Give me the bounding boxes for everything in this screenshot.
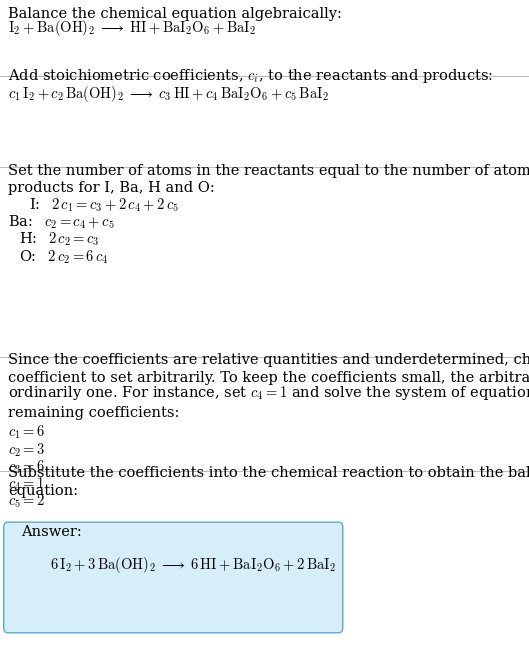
Text: H: $\;\;2\,c_2 = c_3$: H: $\;\;2\,c_2 = c_3$ <box>19 231 99 248</box>
Text: O: $\;\;2\,c_2 = 6\,c_4$: O: $\;\;2\,c_2 = 6\,c_4$ <box>19 248 108 266</box>
Text: ordinarily one. For instance, set $c_4 = 1$ and solve the system of equations fo: ordinarily one. For instance, set $c_4 =… <box>8 384 529 402</box>
Text: Balance the chemical equation algebraically:: Balance the chemical equation algebraica… <box>8 7 342 21</box>
Text: Add stoichiometric coefficients, $c_i$, to the reactants and products:: Add stoichiometric coefficients, $c_i$, … <box>8 67 493 85</box>
Text: Since the coefficients are relative quantities and underdetermined, choose a: Since the coefficients are relative quan… <box>8 353 529 367</box>
Text: Answer:: Answer: <box>21 525 82 539</box>
Text: $c_4 = 1$: $c_4 = 1$ <box>8 476 45 493</box>
Text: $c_1 = 6$: $c_1 = 6$ <box>8 424 45 441</box>
Text: coefficient to set arbitrarily. To keep the coefficients small, the arbitrary va: coefficient to set arbitrarily. To keep … <box>8 371 529 385</box>
Text: I: $\;\;2\,c_1 = c_3 + 2\,c_4 + 2\,c_5$: I: $\;\;2\,c_1 = c_3 + 2\,c_4 + 2\,c_5$ <box>29 196 179 214</box>
Text: products for I, Ba, H and O:: products for I, Ba, H and O: <box>8 181 215 195</box>
Text: Set the number of atoms in the reactants equal to the number of atoms in the: Set the number of atoms in the reactants… <box>8 164 529 178</box>
FancyBboxPatch shape <box>4 522 343 633</box>
Text: remaining coefficients:: remaining coefficients: <box>8 406 179 420</box>
Text: $c_5 = 2$: $c_5 = 2$ <box>8 493 45 510</box>
Text: $6\,\mathrm{I_2} + 3\,\mathrm{Ba(OH)_2} \;\longrightarrow\; 6\,\mathrm{HI} + \ma: $6\,\mathrm{I_2} + 3\,\mathrm{Ba(OH)_2} … <box>50 554 336 575</box>
Text: $\mathrm{I_2 + Ba(OH)_2 \;\longrightarrow\; HI + BaI_2O_6 + BaI_2}$: $\mathrm{I_2 + Ba(OH)_2 \;\longrightarro… <box>8 17 257 38</box>
Text: Substitute the coefficients into the chemical reaction to obtain the balanced: Substitute the coefficients into the che… <box>8 466 529 480</box>
Text: Ba: $\;\;c_2 = c_4 + c_5$: Ba: $\;\;c_2 = c_4 + c_5$ <box>8 214 114 231</box>
Text: $c_3 = 6$: $c_3 = 6$ <box>8 459 45 476</box>
Text: equation:: equation: <box>8 483 78 498</box>
Text: $c_1\,\mathrm{I_2} + c_2\,\mathrm{Ba(OH)_2} \;\longrightarrow\; c_3\,\mathrm{HI}: $c_1\,\mathrm{I_2} + c_2\,\mathrm{Ba(OH)… <box>8 83 329 104</box>
Text: $c_2 = 3$: $c_2 = 3$ <box>8 441 45 459</box>
